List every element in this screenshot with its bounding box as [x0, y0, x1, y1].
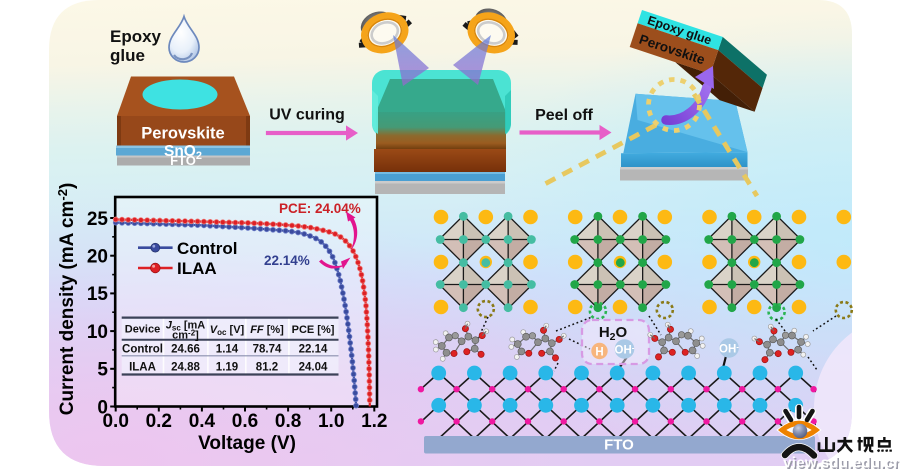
svg-text:ILAA: ILAA: [129, 362, 156, 374]
svg-text:0: 0: [97, 397, 108, 418]
svg-text:20: 20: [87, 247, 108, 268]
svg-text:Device: Device: [125, 324, 160, 336]
svg-text:FTO: FTO: [170, 153, 196, 168]
svg-text:UV curing: UV curing: [269, 107, 345, 124]
svg-text:5: 5: [97, 360, 108, 381]
svg-text:OH-: OH-: [615, 344, 635, 357]
svg-text:25: 25: [87, 209, 109, 230]
svg-text:cm-2]: cm-2]: [172, 329, 199, 342]
svg-text:ILAA: ILAA: [177, 259, 217, 278]
svg-text:0.0: 0.0: [102, 411, 128, 432]
svg-text:78.74: 78.74: [253, 344, 282, 356]
svg-text:22.14%: 22.14%: [264, 253, 310, 268]
svg-text:0.6: 0.6: [232, 411, 258, 432]
svg-text:H: H: [595, 347, 603, 359]
svg-text:PCE: 24.04%: PCE: 24.04%: [279, 201, 361, 216]
svg-text:Voc [V]: Voc [V]: [210, 324, 245, 337]
svg-text:24.88: 24.88: [171, 362, 200, 374]
svg-text:Perovskite: Perovskite: [141, 125, 224, 143]
svg-text:15: 15: [87, 284, 109, 305]
svg-text:SnO2: SnO2: [164, 143, 202, 162]
svg-text:Peel off: Peel off: [535, 107, 593, 124]
svg-text:OH-: OH-: [719, 343, 739, 356]
svg-text:H2O: H2O: [599, 324, 628, 343]
svg-text:24.04: 24.04: [299, 362, 328, 374]
svg-text:Control: Control: [177, 239, 237, 258]
svg-text:24.66: 24.66: [171, 344, 200, 356]
svg-text:22.14: 22.14: [299, 344, 328, 356]
svg-text:Control: Control: [122, 344, 163, 356]
svg-text:1.14: 1.14: [216, 344, 239, 356]
svg-text:81.2: 81.2: [256, 362, 278, 374]
svg-text:1.2: 1.2: [361, 411, 387, 432]
svg-text:Voltage (V): Voltage (V): [198, 433, 296, 454]
svg-text:Epoxy: Epoxy: [110, 27, 162, 46]
svg-text:glue: glue: [110, 46, 145, 65]
svg-text:1.0: 1.0: [318, 411, 344, 432]
svg-text:0.4: 0.4: [189, 411, 216, 432]
svg-text:FTO: FTO: [604, 437, 634, 454]
svg-text:view.sdu.edu.cn: view.sdu.edu.cn: [785, 456, 900, 473]
svg-text:view.sdu.edu.cn: view.sdu.edu.cn: [783, 455, 900, 472]
svg-text:1.19: 1.19: [216, 362, 238, 374]
svg-text:PCE [%]: PCE [%]: [292, 324, 335, 336]
svg-text:FF [%]: FF [%]: [250, 324, 284, 336]
svg-text:0.2: 0.2: [146, 411, 172, 432]
svg-text:Current density (mA cm-2): Current density (mA cm-2): [55, 183, 78, 416]
svg-text:Jsc [mA: Jsc [mA: [166, 320, 206, 333]
svg-text:0.8: 0.8: [275, 411, 301, 432]
svg-text:10: 10: [87, 322, 108, 343]
